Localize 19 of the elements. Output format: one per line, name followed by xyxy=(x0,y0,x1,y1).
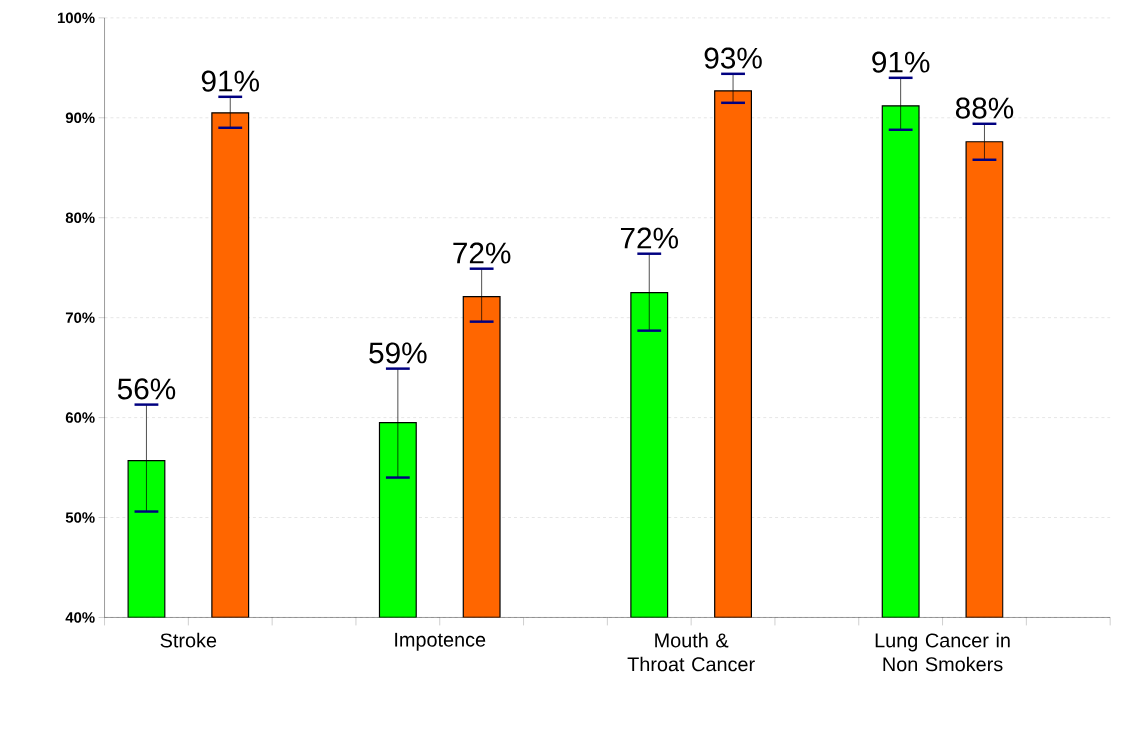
y-tick-label: 90% xyxy=(65,112,95,124)
data-label: 72% xyxy=(620,227,678,249)
data-label: 88% xyxy=(955,97,1014,119)
x-tick-label: Stroke xyxy=(160,633,217,648)
data-label: 72% xyxy=(453,242,511,264)
y-tick-label: 60% xyxy=(65,412,95,424)
data-label: 93% xyxy=(704,47,762,69)
x-tick-label: Impotence xyxy=(395,633,486,651)
x-tick-label: Mouth & Throat Cancer xyxy=(627,633,755,672)
y-tick-label: 50% xyxy=(65,512,95,524)
data-label: 59% xyxy=(369,342,427,364)
data-label: 56% xyxy=(117,378,176,400)
y-tick-label: 80% xyxy=(65,212,95,224)
data-label: 91% xyxy=(201,70,259,92)
y-tick-label: 40% xyxy=(65,612,95,623)
data-label: 91% xyxy=(872,51,930,73)
x-tick-label: Lung Cancer in Non Smokers xyxy=(875,633,1010,672)
y-tick-label: 70% xyxy=(65,312,95,324)
y-tick-label: 100% xyxy=(57,12,95,24)
